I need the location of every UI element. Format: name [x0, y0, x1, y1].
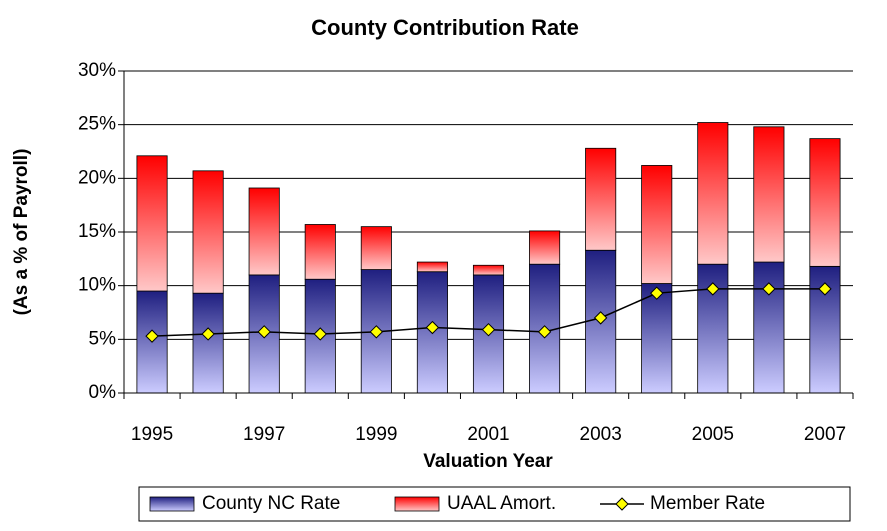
line-marker: [481, 322, 496, 337]
bar-segment: [416, 261, 448, 273]
x-tick-label: 2003: [580, 424, 622, 445]
legend-label: Member Rate: [650, 493, 765, 514]
y-tick-label: 20%: [78, 167, 116, 188]
line-marker: [593, 311, 608, 325]
bar-segment: [753, 126, 785, 263]
legend-box: [138, 486, 851, 522]
line-marker: [762, 282, 776, 296]
x-tick-label: 1999: [355, 424, 397, 445]
y-tick-label: 30%: [78, 60, 116, 81]
line-marker: [425, 320, 440, 335]
x-tick-label: 2005: [692, 424, 734, 445]
y-axis-label: (As a % of Payroll): [11, 149, 32, 316]
x-axis-label: Valuation Year: [423, 451, 553, 472]
x-tick-label: 1997: [243, 424, 285, 445]
x-tick-label: 1995: [131, 424, 173, 445]
line-marker: [145, 329, 159, 343]
bar-segment: [585, 147, 617, 251]
y-tick-label: 0%: [89, 382, 117, 403]
legend-marker: [615, 497, 629, 511]
bar-segment: [360, 226, 392, 270]
line-marker: [706, 282, 720, 296]
line-marker: [257, 325, 271, 339]
line-marker: [201, 327, 215, 341]
bar-segment: [472, 264, 505, 276]
legend-swatch: [149, 496, 195, 512]
x-tick-label: 2007: [804, 424, 846, 445]
legend-swatch: [394, 496, 440, 512]
bar-segment: [641, 283, 673, 394]
line-marker: [650, 286, 664, 300]
legend-label: County NC Rate: [202, 493, 340, 514]
line-marker: [313, 327, 327, 341]
line-marker: [537, 325, 552, 339]
bar-segment: [809, 138, 841, 267]
line-marker: [818, 282, 832, 296]
legend-label: UAAL Amort.: [447, 493, 556, 514]
bar-segment: [641, 165, 673, 284]
line-marker: [369, 325, 384, 339]
x-tick-label: 2001: [467, 424, 509, 445]
bar-segment: [697, 122, 729, 265]
chart-title: County Contribution Rate: [311, 15, 579, 40]
bar-segment: [248, 187, 280, 276]
bar-segment: [753, 261, 785, 394]
y-tick-label: 10%: [78, 275, 116, 296]
bar-segment: [304, 224, 336, 280]
bar-segment: [136, 155, 168, 292]
bar-segment: [192, 170, 224, 294]
y-tick-label: 25%: [78, 114, 116, 135]
y-tick-label: 5%: [89, 328, 117, 349]
bar-segment: [192, 292, 224, 394]
y-tick-label: 15%: [78, 221, 116, 242]
bar-segment: [529, 230, 561, 265]
